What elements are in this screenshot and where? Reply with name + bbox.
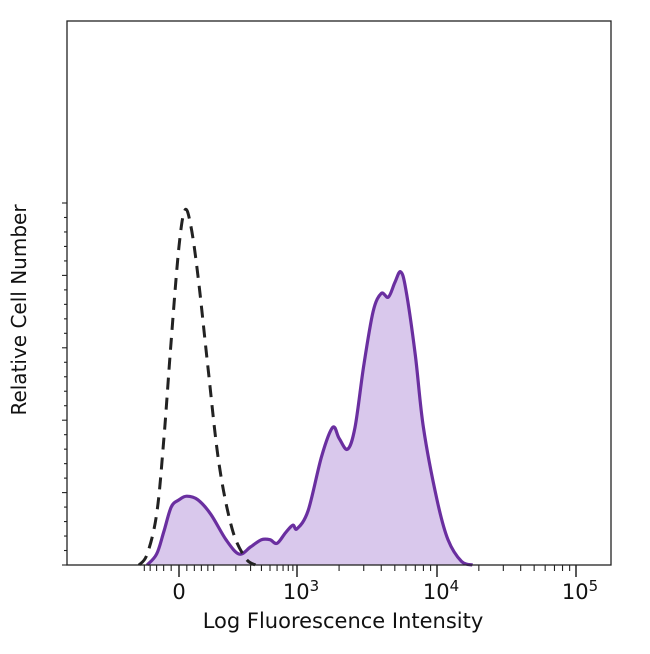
series-1-area [147, 271, 473, 565]
y-axis [62, 202, 67, 566]
x-tick-label: 0 [172, 580, 185, 604]
series-layer [137, 207, 473, 567]
series-1-line [145, 270, 473, 567]
x-axis: 0 103 104 105 [143, 565, 598, 604]
x-axis-label: Log Fluorescence Intensity [203, 609, 484, 633]
x-tick-label: 105 [562, 577, 598, 604]
y-axis-label-box: Relative Cell Number [4, 140, 34, 480]
x-tick-label: 103 [283, 577, 319, 604]
x-tick-label: 104 [423, 577, 459, 604]
series-0-line [137, 207, 257, 567]
y-axis-label: Relative Cell Number [7, 204, 31, 416]
y-axis-label-svg: Relative Cell Number [7, 204, 31, 416]
